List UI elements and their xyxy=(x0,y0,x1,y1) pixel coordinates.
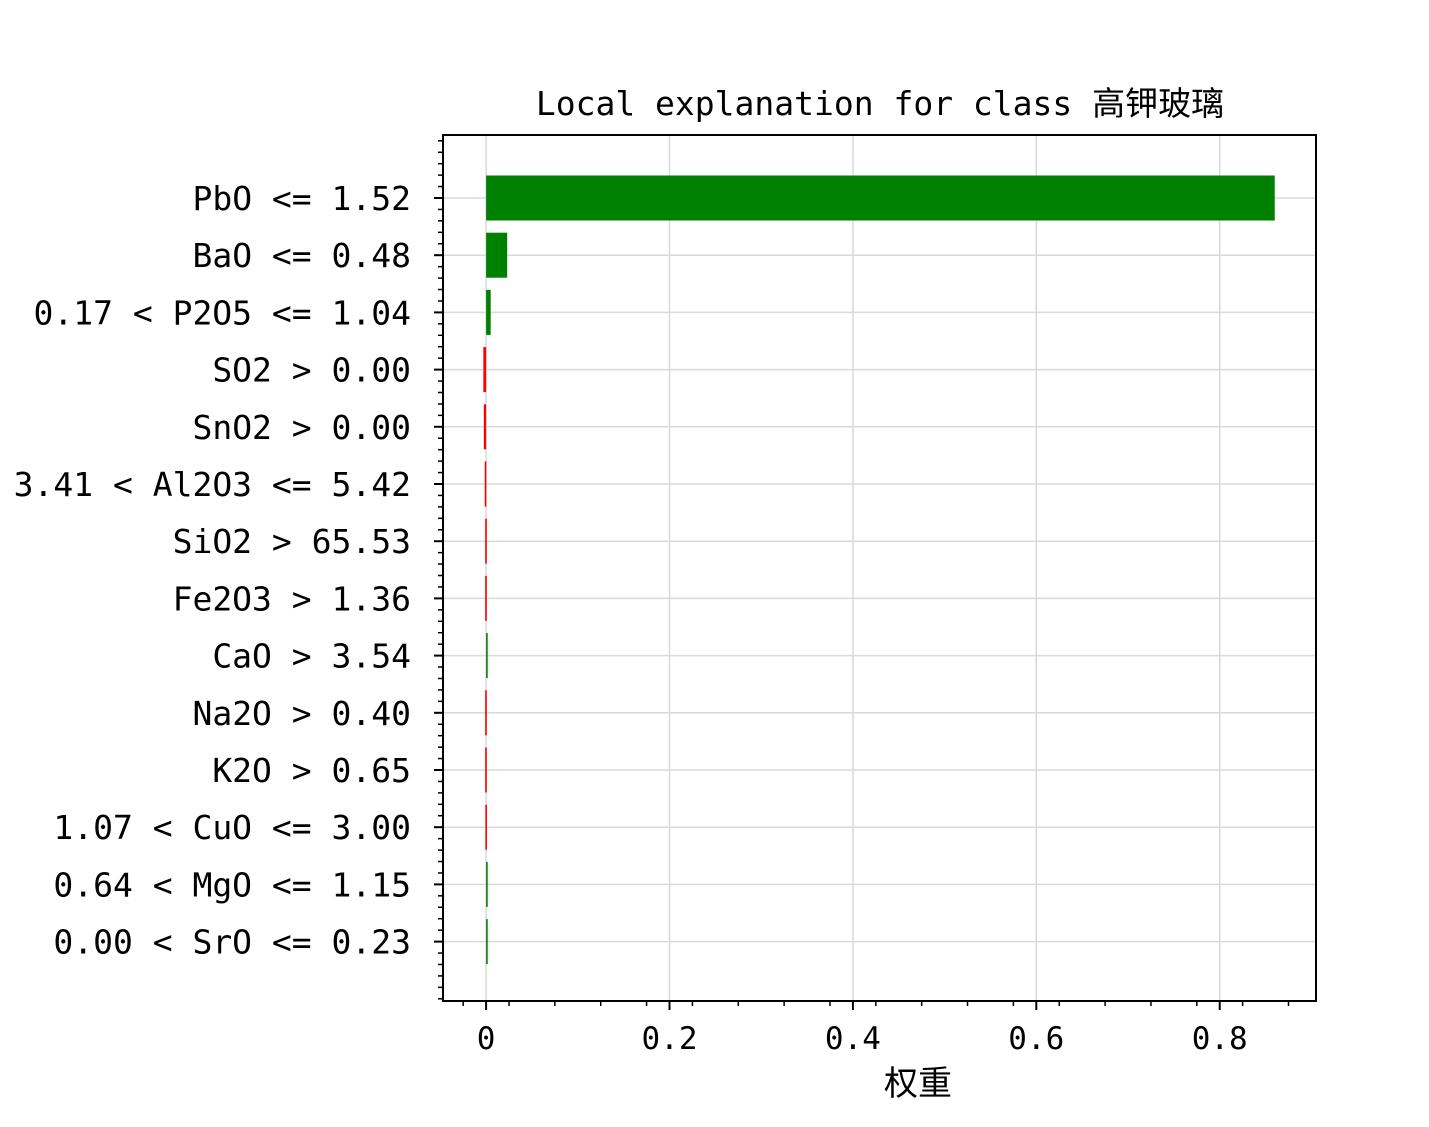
x-tick-label: 0.2 xyxy=(642,1021,698,1057)
y-tick-label: BaO <= 0.48 xyxy=(192,236,411,275)
bar xyxy=(485,804,487,850)
y-tick-label: PbO <= 1.52 xyxy=(192,179,411,218)
y-tick-label: SnO2 > 0.00 xyxy=(192,408,411,447)
plot-frame xyxy=(442,134,1317,1002)
y-tick-label: K2O > 0.65 xyxy=(212,751,411,790)
x-tick-label: 0.8 xyxy=(1192,1021,1248,1057)
y-tick-label: 3.41 < Al2O3 <= 5.42 xyxy=(14,465,411,504)
x-tick-label: 0.6 xyxy=(1008,1021,1064,1057)
grid-lines xyxy=(443,135,1316,1001)
x-axis: 0 0.2 0.4 0.6 0.8 xyxy=(477,1001,1248,1057)
bar xyxy=(486,919,488,965)
y-axis: PbO <= 1.52 BaO <= 0.48 0.17 < P2O5 <= 1.0… xyxy=(14,179,443,962)
y-tick-label: SO2 > 0.00 xyxy=(212,351,411,390)
bar xyxy=(485,518,487,564)
x-tick-label: 0.4 xyxy=(825,1021,881,1057)
bar xyxy=(486,175,1275,221)
y-tick-label: Na2O > 0.40 xyxy=(192,694,411,733)
chart-title: Local explanation for class 高钾玻璃 xyxy=(536,84,1224,123)
bar xyxy=(483,404,487,450)
bar xyxy=(486,232,508,278)
bar xyxy=(485,747,487,793)
bar xyxy=(486,861,488,907)
bar xyxy=(486,633,488,679)
bar xyxy=(486,289,491,335)
minor-ticks xyxy=(438,140,1290,1006)
y-tick-label: 0.17 < P2O5 <= 1.04 xyxy=(34,293,412,332)
y-tick-label: Fe2O3 > 1.36 xyxy=(173,579,411,618)
y-tick-label: SiO2 > 65.53 xyxy=(173,522,411,561)
x-tick-label: 0 xyxy=(477,1021,496,1057)
x-axis-label: 权重 xyxy=(884,1064,952,1104)
bar xyxy=(484,461,487,507)
bar xyxy=(483,347,487,393)
bar xyxy=(485,690,487,736)
y-tick-label: 1.07 < CuO <= 3.00 xyxy=(53,808,411,847)
bars xyxy=(483,175,1275,965)
y-tick-label: 0.00 < SrO <= 0.23 xyxy=(53,923,411,962)
y-tick-label: 0.64 < MgO <= 1.15 xyxy=(53,865,411,904)
y-tick-label: CaO > 3.54 xyxy=(212,637,411,676)
bar xyxy=(485,575,487,621)
